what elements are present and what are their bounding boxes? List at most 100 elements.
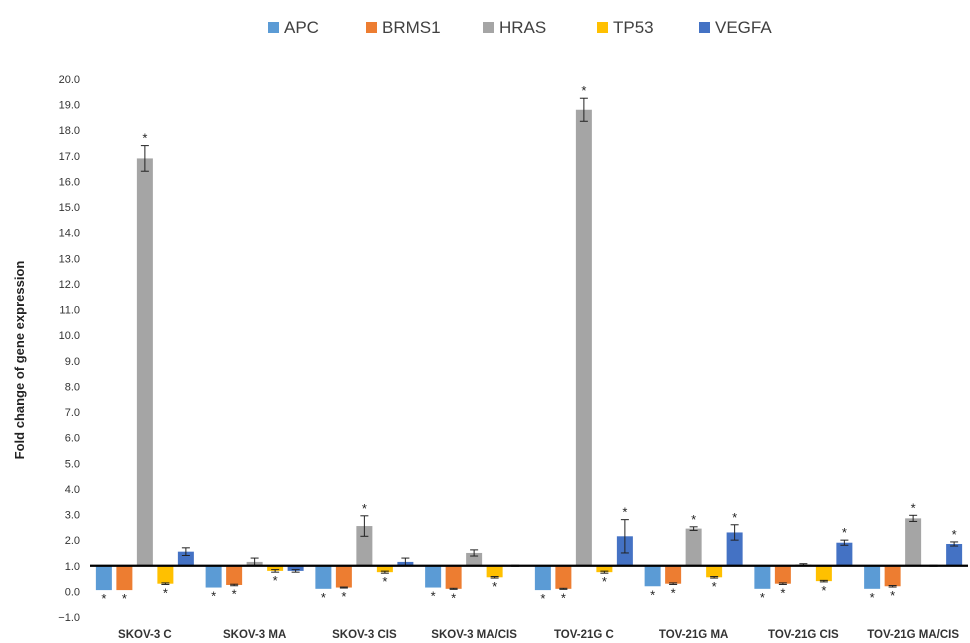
significance-marker: * <box>273 573 278 588</box>
significance-marker: * <box>431 589 436 604</box>
bar-hras <box>685 528 702 566</box>
y-tick-label: 19.0 <box>59 100 80 112</box>
bar-tp53 <box>267 565 284 571</box>
category-label: SKOV-3 MA/CIS <box>431 629 517 641</box>
bar-brms1 <box>555 565 572 589</box>
legend-swatch-vegfa <box>699 22 710 33</box>
y-tick-label: 14.0 <box>59 228 80 240</box>
bar-apc <box>534 565 551 591</box>
bar-brms1 <box>665 565 682 584</box>
significance-marker: * <box>842 525 847 540</box>
bar-apc <box>754 565 771 589</box>
category-label: SKOV-3 MA <box>223 629 286 641</box>
y-tick-label: 18.0 <box>59 125 80 137</box>
significance-marker: * <box>732 510 737 525</box>
significance-marker: * <box>671 585 676 600</box>
bar-tp53 <box>376 565 393 573</box>
bar-apc <box>205 565 222 588</box>
legend-swatch-tp53 <box>597 22 608 33</box>
y-tick-label: 0.0 <box>65 586 80 598</box>
bar-tp53 <box>706 565 723 578</box>
significance-marker: * <box>821 583 826 598</box>
significance-marker: * <box>691 512 696 527</box>
significance-marker: * <box>382 574 387 589</box>
y-tick-label: 6.0 <box>65 433 80 445</box>
bar-apc <box>315 565 332 589</box>
bar-brms1 <box>226 565 243 585</box>
bar-apc <box>644 565 661 587</box>
legend-swatch-brms1 <box>366 22 377 33</box>
y-tick-label: 7.0 <box>65 407 80 419</box>
y-tick-label: 8.0 <box>65 381 80 393</box>
category-label: TOV-21G CIS <box>768 629 839 641</box>
significance-marker: * <box>952 527 957 542</box>
significance-marker: * <box>890 588 895 603</box>
significance-marker: * <box>622 505 627 520</box>
y-tick-label: 3.0 <box>65 510 80 522</box>
legend-label-hras: HRAS <box>499 18 546 37</box>
y-tick-label: 5.0 <box>65 458 80 470</box>
significance-marker: * <box>341 589 346 604</box>
y-tick-label: 9.0 <box>65 356 80 368</box>
legend-swatch-apc <box>268 22 279 33</box>
bar-tp53 <box>815 565 832 582</box>
bar-brms1 <box>445 565 462 589</box>
y-tick-label: 2.0 <box>65 535 80 547</box>
bar-hras <box>136 158 153 566</box>
category-label: SKOV-3 CIS <box>332 629 397 641</box>
bars: * * * * * * * * * * * * * * * * * * * * * * * * * * * * * * * * <box>95 83 963 606</box>
category-label: SKOV-3 C <box>118 629 172 641</box>
bar-vegfa <box>836 542 853 566</box>
significance-marker: * <box>760 590 765 605</box>
bar-apc <box>425 565 442 588</box>
significance-marker: * <box>780 585 785 600</box>
significance-marker: * <box>650 587 655 602</box>
bar-tp53 <box>486 565 503 578</box>
y-tick-label: 17.0 <box>59 151 80 163</box>
legend-swatch-hras <box>483 22 494 33</box>
y-tick-label: 12.0 <box>59 279 80 291</box>
bar-brms1 <box>774 565 791 584</box>
y-tick-label: 10.0 <box>59 330 80 342</box>
significance-marker: * <box>870 590 875 605</box>
significance-marker: * <box>321 590 326 605</box>
bar-vegfa <box>946 543 963 566</box>
y-axis: −1.0 0.0 1.0 2.0 3.0 4.0 5.0 6.0 7.0 8.0 9.0 10.0 11… <box>58 74 80 624</box>
significance-marker: * <box>211 589 216 604</box>
significance-marker: * <box>163 585 168 600</box>
legend-label-apc: APC <box>284 18 319 37</box>
bar-brms1 <box>116 565 133 591</box>
bar-tp53 <box>157 565 174 584</box>
y-axis-title: Fold change of gene expression <box>12 261 27 460</box>
bar-vegfa <box>287 565 304 571</box>
significance-marker: * <box>142 131 147 146</box>
y-tick-label: 4.0 <box>65 484 80 496</box>
bar-apc <box>864 565 881 589</box>
significance-marker: * <box>561 590 566 605</box>
significance-marker: * <box>122 591 127 606</box>
significance-marker: * <box>602 574 607 589</box>
y-tick-label: −1.0 <box>58 612 80 624</box>
legend-label-vegfa: VEGFA <box>715 18 772 37</box>
bar-vegfa <box>726 532 743 566</box>
significance-marker: * <box>911 500 916 515</box>
y-tick-label: 13.0 <box>59 253 80 265</box>
significance-marker: * <box>581 83 586 98</box>
legend: APC BRMS1 HRAS TP53 VEGFA <box>268 18 772 37</box>
y-tick-label: 16.0 <box>59 176 80 188</box>
significance-marker: * <box>362 501 367 516</box>
significance-marker: * <box>232 587 237 602</box>
category-label: TOV-21G MA <box>659 629 728 641</box>
legend-label-tp53: TP53 <box>613 18 654 37</box>
category-label: TOV-21G C <box>554 629 614 641</box>
significance-marker: * <box>492 579 497 594</box>
y-tick-label: 11.0 <box>59 305 80 317</box>
significance-marker: * <box>712 579 717 594</box>
bar-hras <box>575 109 592 566</box>
bar-tp53 <box>596 565 613 573</box>
significance-marker: * <box>540 591 545 606</box>
y-tick-label: 1.0 <box>65 561 80 573</box>
bar-brms1 <box>884 565 901 587</box>
bar-brms1 <box>335 565 352 588</box>
